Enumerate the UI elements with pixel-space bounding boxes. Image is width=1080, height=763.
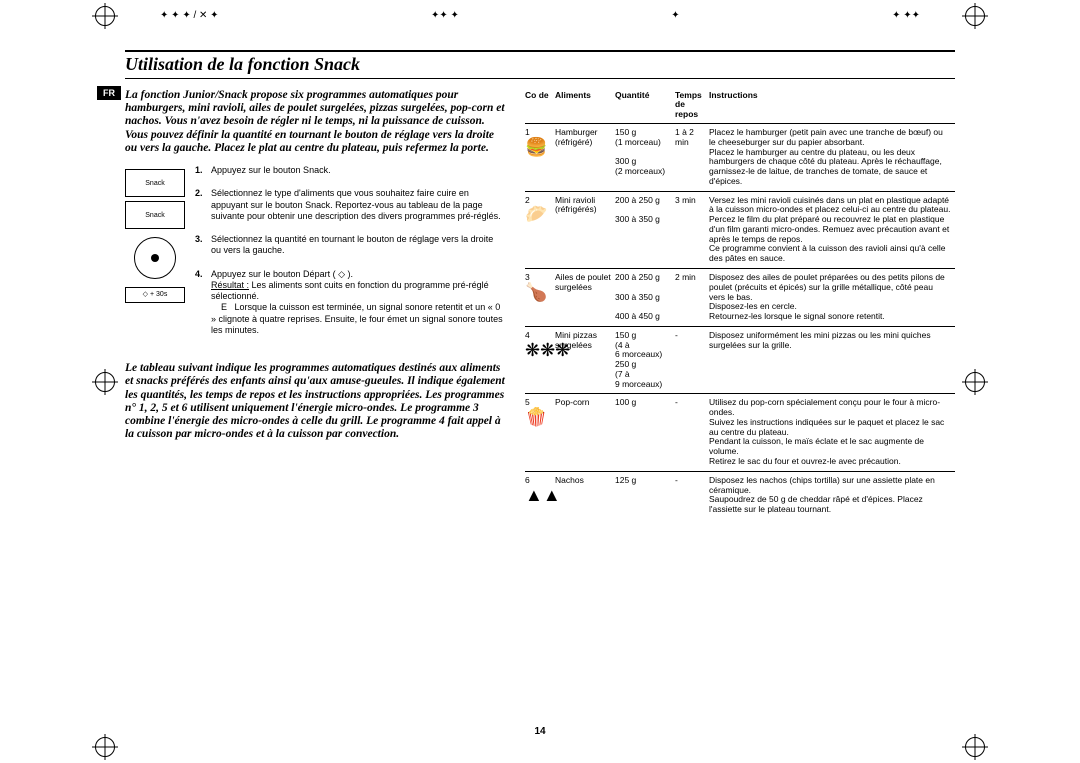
table-row: 3🍗Ailes de poulet surgelées200 à 250 g30… bbox=[525, 268, 955, 326]
cell-aliments: Mini pizzas surgelées bbox=[555, 326, 615, 394]
diagram-snack-button-2: Snack bbox=[125, 201, 185, 229]
table-row: 6▲▲Nachos125 g-Disposez les nachos (chip… bbox=[525, 471, 955, 519]
step-num: 2. bbox=[195, 188, 211, 222]
right-column: Co de Aliments Quantité Temps de repos I… bbox=[525, 89, 955, 713]
cell-instructions: Placez le hamburger (petit pain avec une… bbox=[709, 124, 955, 192]
step-text: Sélectionnez la quantité en tournant le … bbox=[211, 234, 505, 257]
cell-quantite: 150 g(4 à6 morceaux)250 g(7 à9 morceaux) bbox=[615, 326, 675, 394]
th-quantite: Quantité bbox=[615, 89, 675, 124]
cell-instructions: Disposez uniformément les mini pizzas ou… bbox=[709, 326, 955, 394]
crop-register-br bbox=[965, 737, 985, 757]
cell-instructions: Versez les mini ravioli cuisinés dans un… bbox=[709, 191, 955, 268]
cell-temps: 2 min bbox=[675, 268, 709, 326]
language-tab: FR bbox=[97, 86, 121, 100]
step-2: 2. Sélectionnez le type d'aliments que v… bbox=[195, 188, 505, 222]
cell-instructions: Disposez des ailes de poulet préparées o… bbox=[709, 268, 955, 326]
food-icon: ❋❋❋ bbox=[525, 341, 551, 367]
step-num: 1. bbox=[195, 165, 211, 176]
step-3: 3. Sélectionnez la quantité en tournant … bbox=[195, 234, 505, 257]
cell-instructions: Utilisez du pop-corn spécialement conçu … bbox=[709, 394, 955, 471]
food-icon: 🍗 bbox=[525, 283, 551, 309]
diagrams-column: Snack Snack ◇ + 30s bbox=[125, 165, 185, 348]
step-4-text: Appuyez sur le bouton Départ ( ◇ ). bbox=[211, 269, 353, 279]
crop-register-tl bbox=[95, 6, 115, 26]
table-intro-paragraph: Le tableau suivant indique les programme… bbox=[125, 362, 505, 441]
diagram-snack-button-1: Snack bbox=[125, 169, 185, 197]
cell-aliments: Pop-corn bbox=[555, 394, 615, 471]
crop-register-bl bbox=[95, 737, 115, 757]
food-icon: 🥟 bbox=[525, 205, 551, 231]
cell-code: 4❋❋❋ bbox=[525, 326, 555, 394]
note-label: E bbox=[221, 302, 227, 312]
steps-wrap: Snack Snack ◇ + 30s 1. Appuyez sur le bo… bbox=[125, 165, 505, 348]
th-instructions: Instructions bbox=[709, 89, 955, 124]
cell-aliments: Ailes de poulet surgelées bbox=[555, 268, 615, 326]
cell-temps: 1 à 2 min bbox=[675, 124, 709, 192]
cell-quantite: 150 g(1 morceau)300 g(2 morceaux) bbox=[615, 124, 675, 192]
cell-aliments: Nachos bbox=[555, 471, 615, 519]
header-printer-marks: ✦ ✦ ✦ / ✕ ✦✦✦ ✦✦✦ ✦✦ bbox=[160, 10, 920, 21]
table-header-row: Co de Aliments Quantité Temps de repos I… bbox=[525, 89, 955, 124]
table-row: 4❋❋❋Mini pizzas surgelées150 g(4 à6 morc… bbox=[525, 326, 955, 394]
note-text: Lorsque la cuisson est terminée, un sign… bbox=[211, 302, 503, 335]
table-row: 2🥟Mini ravioli (réfrigérés)200 à 250 g30… bbox=[525, 191, 955, 268]
crop-register-tr bbox=[965, 6, 985, 26]
cell-code: 2🥟 bbox=[525, 191, 555, 268]
result-label: Résultat : bbox=[211, 280, 249, 290]
cell-code: 3🍗 bbox=[525, 268, 555, 326]
th-temps: Temps de repos bbox=[675, 89, 709, 124]
page-frame: FR Utilisation de la fonction Snack La f… bbox=[125, 50, 955, 713]
step-text: Appuyez sur le bouton Snack. bbox=[211, 165, 505, 176]
cell-quantite: 125 g bbox=[615, 471, 675, 519]
diagram-depart-button: ◇ + 30s bbox=[125, 287, 185, 303]
cell-aliments: Mini ravioli (réfrigérés) bbox=[555, 191, 615, 268]
title-bar: Utilisation de la fonction Snack bbox=[125, 50, 955, 79]
cell-quantite: 200 à 250 g300 à 350 g400 à 450 g bbox=[615, 268, 675, 326]
diagram-dial bbox=[134, 237, 176, 279]
step-num: 3. bbox=[195, 234, 211, 257]
food-icon: ▲▲ bbox=[525, 486, 551, 512]
cell-instructions: Disposez les nachos (chips tortilla) sur… bbox=[709, 471, 955, 519]
cell-temps: 3 min bbox=[675, 191, 709, 268]
step-text: Appuyez sur le bouton Départ ( ◇ ). Résu… bbox=[211, 269, 505, 337]
left-column: La fonction Junior/Snack propose six pro… bbox=[125, 89, 505, 713]
crop-register-mr bbox=[965, 372, 985, 392]
th-aliments: Aliments bbox=[555, 89, 615, 124]
th-code: Co de bbox=[525, 89, 555, 124]
cell-temps: - bbox=[675, 471, 709, 519]
page-title: Utilisation de la fonction Snack bbox=[125, 54, 955, 75]
steps-list: 1. Appuyez sur le bouton Snack. 2. Sélec… bbox=[195, 165, 505, 348]
step-num: 4. bbox=[195, 269, 211, 337]
page-number: 14 bbox=[534, 726, 545, 737]
cell-code: 6▲▲ bbox=[525, 471, 555, 519]
result-text: Les aliments sont cuits en fonction du p… bbox=[211, 280, 489, 301]
cell-code: 5🍿 bbox=[525, 394, 555, 471]
step-4: 4. Appuyez sur le bouton Départ ( ◇ ). R… bbox=[195, 269, 505, 337]
snack-programs-table: Co de Aliments Quantité Temps de repos I… bbox=[525, 89, 955, 519]
cell-code: 1🍔 bbox=[525, 124, 555, 192]
intro-paragraph: La fonction Junior/Snack propose six pro… bbox=[125, 89, 505, 155]
two-columns: La fonction Junior/Snack propose six pro… bbox=[125, 89, 955, 713]
cell-temps: - bbox=[675, 394, 709, 471]
cell-temps: - bbox=[675, 326, 709, 394]
step-1: 1. Appuyez sur le bouton Snack. bbox=[195, 165, 505, 176]
cell-aliments: Hamburger (réfrigéré) bbox=[555, 124, 615, 192]
table-row: 5🍿Pop-corn100 g-Utilisez du pop-corn spé… bbox=[525, 394, 955, 471]
cell-quantite: 200 à 250 g300 à 350 g bbox=[615, 191, 675, 268]
table-row: 1🍔Hamburger (réfrigéré)150 g(1 morceau)3… bbox=[525, 124, 955, 192]
food-icon: 🍔 bbox=[525, 138, 551, 164]
step-text: Sélectionnez le type d'aliments que vous… bbox=[211, 188, 505, 222]
cell-quantite: 100 g bbox=[615, 394, 675, 471]
crop-register-ml bbox=[95, 372, 115, 392]
food-icon: 🍿 bbox=[525, 408, 551, 434]
